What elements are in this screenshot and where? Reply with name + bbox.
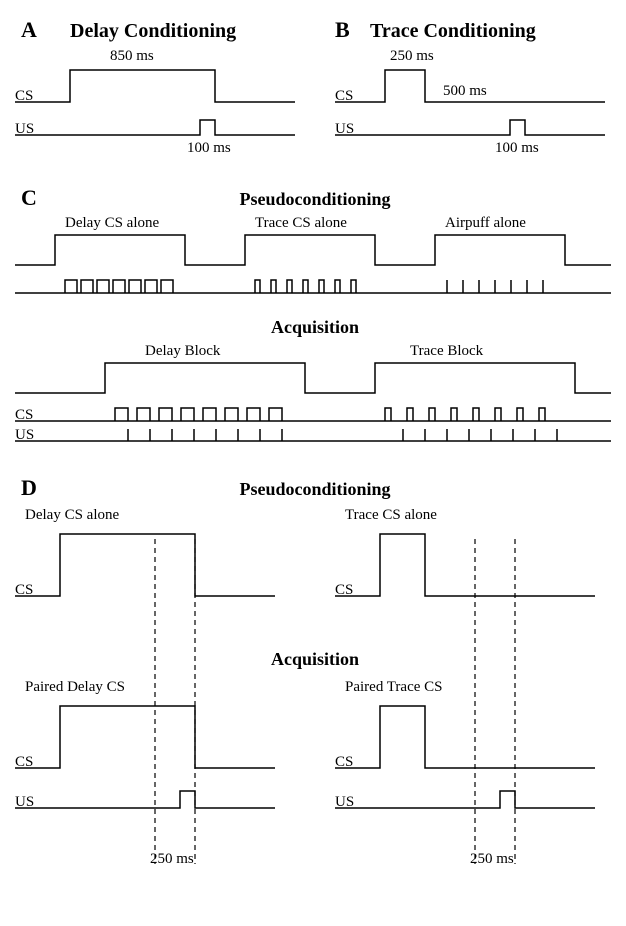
c-pseudo-cs-row	[15, 280, 611, 293]
c-acq-block2-label: Trace Block	[410, 343, 484, 359]
c-title2: Acquisition	[271, 317, 359, 337]
c-pseudo-block1-label: Delay CS alone	[65, 215, 159, 231]
d-title2: Acquisition	[271, 649, 359, 669]
c-pseudo-envelope	[15, 235, 611, 265]
c-pseudo-group: Delay CS alone Trace CS alone Airpuff al…	[15, 215, 611, 293]
d-acq-right-label: Paired Trace CS	[345, 679, 443, 695]
panel-b-title: Trace Conditioning	[370, 20, 536, 42]
d-pseudo-right-label: Trace CS alone	[345, 507, 437, 523]
d-acq-row: Paired Delay CS CS US 250 ms Paired Trac…	[15, 679, 595, 867]
c-pseudo-block2-label: Trace CS alone	[255, 215, 347, 231]
d-acq-left-label: Paired Delay CS	[25, 679, 125, 695]
panel-a-label: A	[21, 17, 37, 42]
d-acq-left-us-trace	[15, 791, 275, 808]
a-cs-duration: 850 ms	[110, 48, 154, 64]
d-acq-right-cs-trace	[335, 706, 595, 768]
d-title1: Pseudoconditioning	[239, 479, 390, 499]
c-acq-block1-label: Delay Block	[145, 343, 221, 359]
panel-a: A Delay Conditioning 850 ms CS US 100 ms	[15, 17, 295, 156]
b-trace-gap: 500 ms	[443, 83, 487, 99]
d-pseudo-right-cs-trace	[335, 534, 595, 596]
d-acq-left-cs-trace	[15, 706, 275, 768]
b-us-duration: 100 ms	[495, 140, 539, 156]
figure-svg: A Delay Conditioning 850 ms CS US 100 ms…	[15, 15, 611, 911]
a-us-duration: 100 ms	[187, 140, 231, 156]
c-acq-cs-row	[15, 408, 611, 421]
panel-d: D Pseudoconditioning Delay CS alone CS T…	[15, 475, 595, 867]
d-acq-right-window: 250 ms	[470, 851, 514, 867]
a-cs-trace	[15, 70, 295, 102]
panel-c-label: C	[21, 185, 37, 210]
b-cs-duration: 250 ms	[390, 48, 434, 64]
c-pseudo-block3-label: Airpuff alone	[445, 215, 526, 231]
d-pseudo-left-label: Delay CS alone	[25, 507, 119, 523]
a-us-trace	[15, 120, 295, 135]
c-acq-us-row	[15, 429, 611, 441]
panel-a-title: Delay Conditioning	[70, 20, 236, 42]
d-acq-right-us-trace	[335, 791, 595, 808]
c-acq-group: Delay Block Trace Block CS	[15, 343, 611, 443]
d-pseudo-left-cs-trace	[15, 534, 275, 596]
panel-b-label: B	[335, 17, 350, 42]
panel-c: C Pseudoconditioning Delay CS alone Trac…	[15, 185, 611, 443]
b-us-trace	[335, 120, 605, 135]
panel-d-label: D	[21, 475, 37, 500]
panel-b: B Trace Conditioning 250 ms CS 500 ms US…	[335, 17, 605, 156]
d-acq-left-window: 250 ms	[150, 851, 194, 867]
c-acq-envelope	[15, 363, 611, 393]
c-title1: Pseudoconditioning	[239, 189, 390, 209]
